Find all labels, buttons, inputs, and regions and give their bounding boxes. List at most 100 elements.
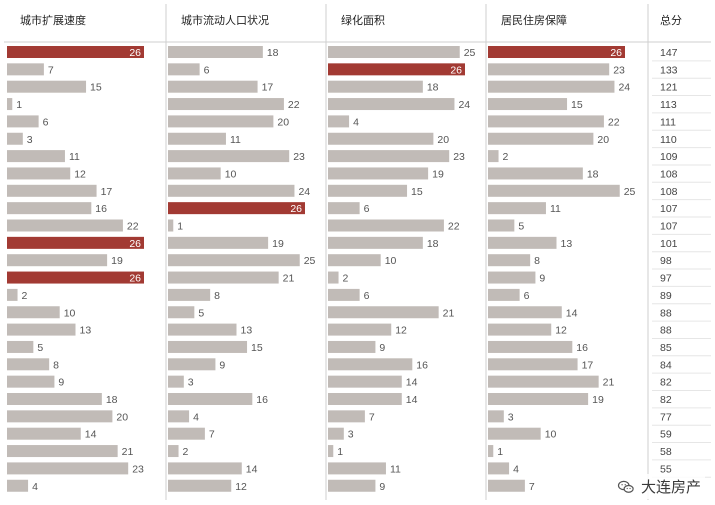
total-value: 121	[660, 82, 678, 94]
bar	[488, 219, 515, 232]
bar-value-label: 20	[116, 411, 128, 423]
bar	[488, 80, 615, 93]
bar	[168, 219, 174, 232]
bar	[7, 375, 55, 388]
bar	[488, 410, 504, 423]
total-value: 82	[660, 377, 672, 389]
bar	[7, 150, 65, 163]
bar	[168, 427, 205, 440]
bar-value-label: 4	[513, 463, 519, 475]
bar-value-label: 4	[32, 481, 38, 493]
watermark: 大连房产	[612, 474, 705, 499]
bar	[328, 340, 376, 353]
bar-value-label: 2	[183, 446, 189, 458]
bar	[488, 323, 552, 336]
bar	[168, 46, 263, 58]
bar	[7, 288, 18, 301]
bar	[168, 132, 226, 145]
bar-value-label: 14	[406, 377, 418, 389]
bar	[328, 184, 408, 197]
bar	[7, 340, 34, 353]
bar	[328, 98, 455, 111]
bar-value-label: 22	[127, 221, 139, 233]
bar-value-label: 18	[427, 238, 439, 250]
bar-value-label: 14	[85, 429, 97, 441]
total-value: 59	[660, 429, 672, 441]
bar	[328, 236, 423, 249]
bar-value-label: 25	[464, 47, 476, 59]
bar-value-label: 6	[43, 116, 49, 128]
bar-value-label: 20	[437, 134, 449, 146]
bar-value-label: 26	[129, 47, 141, 59]
bar	[7, 219, 123, 232]
bar-value-label: 18	[427, 82, 439, 94]
bar-value-label: 5	[198, 307, 204, 319]
bar	[328, 358, 413, 371]
bar-value-label: 26	[450, 64, 462, 76]
bar-value-label: 15	[571, 99, 583, 111]
total-value: 97	[660, 273, 672, 285]
bar-value-label: 19	[592, 394, 604, 406]
column-header: 城市扩展速度	[20, 13, 86, 27]
bar-value-label: 23	[613, 64, 625, 76]
bar	[7, 358, 50, 371]
bar-value-label: 3	[188, 377, 194, 389]
bar	[7, 115, 39, 128]
bar	[488, 63, 610, 76]
bar-value-label: 13	[561, 238, 573, 250]
bar-highlight	[328, 63, 465, 76]
bar-value-label: 23	[293, 151, 305, 163]
bar-value-label: 7	[209, 429, 215, 441]
bar-value-label: 6	[204, 64, 210, 76]
bar	[168, 115, 274, 128]
bar-value-label: 26	[129, 238, 141, 250]
bar-value-label: 21	[603, 377, 615, 389]
bar-value-label: 10	[545, 429, 557, 441]
total-value: 110	[660, 134, 677, 146]
bar	[488, 271, 536, 284]
bar-value-label: 23	[453, 151, 465, 163]
bar-value-label: 25	[304, 255, 316, 267]
bar-value-label: 15	[90, 82, 102, 94]
bar	[488, 393, 589, 405]
bar	[7, 80, 87, 93]
bar	[488, 254, 531, 267]
bar-value-label: 6	[524, 290, 530, 302]
total-value: 111	[660, 116, 676, 128]
bar-value-label: 9	[379, 481, 385, 493]
bar-value-label: 25	[624, 186, 636, 198]
total-value: 113	[660, 99, 677, 111]
bar	[168, 271, 279, 284]
bar-value-label: 1	[337, 446, 343, 458]
bar	[168, 340, 248, 353]
total-value: 147	[660, 47, 678, 59]
bar-value-label: 8	[534, 255, 540, 267]
bar	[168, 375, 184, 388]
total-value: 88	[660, 307, 672, 319]
bar	[168, 393, 253, 405]
total-value: 77	[660, 411, 672, 423]
bar-value-label: 14	[406, 394, 418, 406]
bar	[488, 462, 510, 475]
bar	[168, 288, 211, 301]
total-value: 108	[660, 186, 678, 198]
bar-value-label: 6	[364, 290, 370, 302]
bar	[328, 115, 350, 128]
bar	[168, 358, 216, 371]
total-value: 101	[660, 238, 678, 250]
total-value: 84	[660, 359, 672, 371]
total-value: 133	[660, 64, 678, 76]
bar-value-label: 10	[225, 168, 237, 180]
bar	[488, 236, 557, 249]
total-value: 98	[660, 255, 672, 267]
bar	[168, 323, 237, 336]
bar-value-label: 21	[283, 273, 295, 285]
wechat-logo-icon	[617, 480, 634, 493]
bar	[328, 323, 392, 336]
watermark-text: 大连房产	[640, 479, 701, 496]
bar	[488, 132, 594, 145]
bar-value-label: 19	[272, 238, 284, 250]
bar-value-label: 12	[235, 481, 247, 493]
bar	[328, 410, 365, 423]
bar	[328, 375, 402, 388]
